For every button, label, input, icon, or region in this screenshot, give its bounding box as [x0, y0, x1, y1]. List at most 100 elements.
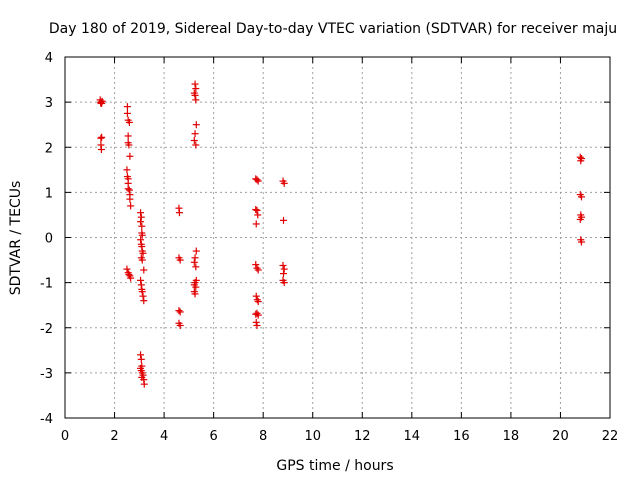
data-point: [97, 146, 105, 154]
data-point: [280, 265, 288, 273]
data-point: [123, 265, 131, 273]
data-point: [140, 266, 148, 274]
data-point: [137, 355, 145, 363]
x-tick-label: 14: [404, 429, 421, 444]
data-point: [254, 266, 262, 274]
data-point: [252, 292, 260, 300]
data-point: [140, 380, 148, 388]
data-point: [139, 249, 147, 257]
data-point: [254, 298, 262, 306]
y-tick-label: -4: [40, 412, 53, 427]
data-point: [98, 133, 106, 141]
data-point: [253, 321, 261, 329]
data-point: [253, 176, 261, 184]
data-point: [176, 321, 184, 329]
data-point: [125, 271, 133, 279]
x-tick-label: 12: [354, 429, 371, 444]
data-point: [124, 132, 132, 140]
x-tick-label: 22: [602, 429, 619, 444]
data-point: [175, 209, 183, 217]
x-tick-label: 16: [453, 429, 470, 444]
data-point: [123, 109, 131, 117]
x-tick-label: 6: [209, 429, 217, 444]
data-point: [254, 211, 262, 219]
data-point: [97, 134, 105, 142]
data-point: [125, 141, 133, 149]
y-tick-label: 1: [45, 186, 53, 201]
data-point: [578, 238, 586, 246]
data-point: [252, 318, 260, 326]
data-point: [137, 364, 145, 372]
y-tick-label: 3: [45, 96, 53, 111]
data-point: [192, 96, 200, 104]
data-point: [176, 256, 184, 264]
data-point: [176, 308, 184, 316]
data-point: [279, 270, 287, 278]
y-tick-label: -3: [40, 367, 53, 382]
data-point: [192, 85, 200, 93]
data-point: [279, 216, 287, 224]
data-point: [127, 274, 135, 282]
data-point: [192, 247, 200, 255]
x-tick-label: 18: [503, 429, 520, 444]
data-point: [190, 136, 198, 144]
data-point: [253, 296, 261, 304]
data-point: [126, 195, 134, 203]
data-point: [126, 152, 134, 160]
data-point: [578, 193, 586, 201]
x-tick-label: 4: [160, 429, 168, 444]
data-point: [137, 213, 145, 221]
data-point: [576, 215, 584, 223]
data-point: [252, 220, 260, 228]
data-point: [192, 141, 200, 149]
data-point: [137, 236, 145, 244]
data-point: [138, 231, 146, 239]
plot-area-frame: [64, 56, 611, 419]
data-point: [191, 91, 199, 99]
y-tick-label: 2: [45, 141, 53, 156]
data-point: [280, 279, 288, 287]
data-point: [253, 264, 261, 272]
x-axis-label: GPS time / hours: [276, 458, 393, 474]
data-point: [138, 256, 146, 264]
data-point: [191, 130, 199, 138]
data-point: [192, 263, 200, 271]
data-point: [137, 218, 145, 226]
data-point: [123, 103, 131, 111]
data-point: [127, 202, 135, 210]
y-tick-label: 4: [45, 51, 53, 66]
data-point: [252, 206, 260, 214]
data-point: [97, 99, 105, 107]
data-point: [254, 311, 262, 319]
data-point: [253, 206, 261, 214]
data-point: [137, 276, 145, 284]
data-point: [577, 157, 585, 165]
y-tick-label: 0: [45, 232, 53, 247]
data-point: [280, 179, 288, 187]
grid: [65, 57, 610, 418]
x-tick-label: 2: [110, 429, 118, 444]
data-point: [125, 118, 133, 126]
data-point: [279, 261, 287, 269]
data-point: [192, 283, 200, 291]
data-point: [252, 261, 260, 269]
data-point: [138, 222, 146, 230]
data-point: [137, 209, 145, 217]
data-point: [139, 292, 147, 300]
data-point: [123, 166, 131, 174]
x-tick-label: 0: [61, 429, 69, 444]
data-point: [191, 254, 199, 262]
y-tick-label: -1: [40, 277, 53, 292]
data-point: [254, 177, 262, 185]
data-point: [191, 290, 199, 298]
x-tick-label: 8: [259, 429, 267, 444]
x-tick-label: 10: [304, 429, 321, 444]
y-tick-label: -2: [40, 322, 53, 337]
data-point: [138, 288, 146, 296]
data-point: [140, 297, 148, 305]
data-point: [124, 185, 132, 193]
chart-title: Day 180 of 2019, Sidereal Day-to-day VTE…: [49, 21, 617, 37]
